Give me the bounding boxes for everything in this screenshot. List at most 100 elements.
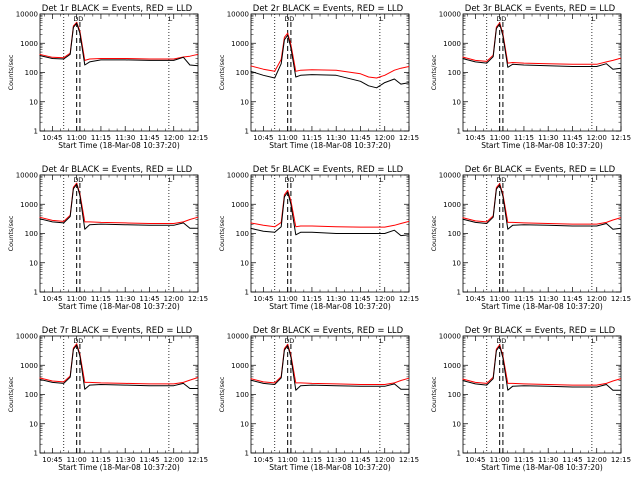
x-tick-label: 12:00 [164,456,184,464]
x-tick-label: 12:00 [164,295,184,303]
lld-series-line [250,32,410,79]
x-tick-label: 11:15 [302,134,322,142]
y-tick-label: 10 [240,420,249,428]
top-marker-label: D [501,337,506,345]
x-axis-label: Start Time (18-Mar-08 10:37:20) [58,463,180,472]
x-tick-label: 11:30 [538,295,558,303]
x-tick-label: 12:00 [375,295,395,303]
y-tick-label: 1 [457,289,461,297]
x-tick-label: 11:15 [302,456,322,464]
top-marker-label: D [496,15,501,23]
top-marker-label: D [78,337,83,345]
top-marker-label: D [289,337,294,345]
x-tick-label: 11:30 [115,295,135,303]
y-tick-label: 10000 [16,333,38,341]
x-tick-label: 10:45 [253,456,273,464]
panel-2: Det 2r BLACK = Events, RED = LLD 1 10 100 10… [218,4,419,150]
x-tick-label: 11:45 [139,134,159,142]
panel-3: Det 3r BLACK = Events, RED = LLD 1 10 100 10… [430,4,631,150]
y-tick-label: 10000 [16,172,38,180]
y-tick-label: 1 [245,450,249,458]
events-series-line [462,345,621,391]
panel-5: Det 5r BLACK = Events, RED = LLD 1 10 100 10… [218,165,419,311]
y-tick-label: 100 [448,391,461,399]
top-marker-label: D [73,337,78,345]
y-tick-label: 1 [245,289,249,297]
y-tick-label: 10000 [227,11,249,19]
panel-title: Det 6r BLACK = Events, RED = LLD [465,165,616,175]
x-tick-label: 10:45 [465,295,485,303]
x-tick-label: 10:45 [42,134,62,142]
panel-title: Det 4r BLACK = Events, RED = LLD [42,165,193,175]
x-axis-label: Start Time (18-Mar-08 10:37:20) [269,141,391,150]
top-marker-label: L [592,337,596,345]
x-tick-label: 12:15 [399,295,419,303]
y-tick-label: 1 [457,128,461,136]
y-tick-label: 1 [457,450,461,458]
x-tick-label: 11:00 [67,456,87,464]
panel-9: Det 9r BLACK = Events, RED = LLD 1 10 100 10… [430,326,631,472]
x-tick-label: 10:45 [465,134,485,142]
y-tick-label: 10000 [439,172,461,180]
x-tick-label: 11:15 [514,456,534,464]
x-tick-label: 12:00 [375,456,395,464]
x-tick-label: 12:15 [188,134,208,142]
x-tick-label: 11:45 [139,295,159,303]
x-tick-label: 11:00 [490,295,510,303]
lld-series-line [250,189,410,228]
x-tick-label: 11:30 [115,456,135,464]
events-series-line [250,191,410,237]
y-tick-label: 1000 [20,40,38,48]
top-marker-label: L [380,176,384,184]
panel-6: Det 6r BLACK = Events, RED = LLD 1 10 100 10… [430,165,631,311]
x-tick-label: 11:15 [91,134,111,142]
lld-series-line [39,182,199,224]
top-marker-label: L [169,337,173,345]
y-tick-label: 10 [452,98,461,106]
x-tick-label: 12:00 [587,295,607,303]
y-tick-label: 10000 [227,333,249,341]
y-axis-label: Counts/sec [7,54,15,90]
events-series-line [250,34,410,89]
lld-series-line [39,343,199,385]
y-tick-label: 1000 [231,201,249,209]
top-marker-label: D [284,15,289,23]
x-tick-label: 10:45 [42,456,62,464]
y-axis-label: Counts/sec [430,376,438,412]
x-tick-label: 12:15 [611,295,631,303]
top-marker-label: L [592,15,596,23]
y-tick-label: 1 [34,289,38,297]
panel-8: Det 8r BLACK = Events, RED = LLD 1 10 100 10… [218,326,419,472]
top-marker-label: D [501,15,506,23]
y-tick-label: 10 [240,98,249,106]
panel-4: Det 4r BLACK = Events, RED = LLD 1 10 100 10… [7,165,208,311]
y-axis-label: Counts/sec [430,54,438,90]
y-tick-label: 1000 [20,201,38,209]
lld-series-line [462,344,622,386]
top-marker-label: L [592,176,596,184]
lld-series-line [39,21,199,61]
y-tick-label: 10 [452,259,461,267]
x-tick-label: 11:30 [326,456,346,464]
y-tick-label: 10000 [16,11,38,19]
y-tick-label: 10 [29,420,38,428]
x-tick-label: 12:15 [188,456,208,464]
top-marker-label: D [78,176,83,184]
x-tick-label: 12:15 [611,134,631,142]
panel-title: Det 5r BLACK = Events, RED = LLD [253,165,404,175]
x-tick-label: 12:15 [399,134,419,142]
x-tick-label: 11:00 [67,295,87,303]
x-tick-label: 11:45 [350,456,370,464]
x-axis-label: Start Time (18-Mar-08 10:37:20) [58,302,180,311]
x-tick-label: 11:45 [562,134,582,142]
x-tick-label: 11:45 [139,456,159,464]
y-tick-label: 100 [236,230,249,238]
y-axis-label: Counts/sec [430,215,438,251]
y-tick-label: 10 [452,420,461,428]
y-axis-label: Counts/sec [7,376,15,412]
events-series-line [250,345,409,391]
x-tick-label: 12:00 [587,456,607,464]
y-tick-label: 1000 [443,362,461,370]
x-tick-label: 11:45 [562,456,582,464]
